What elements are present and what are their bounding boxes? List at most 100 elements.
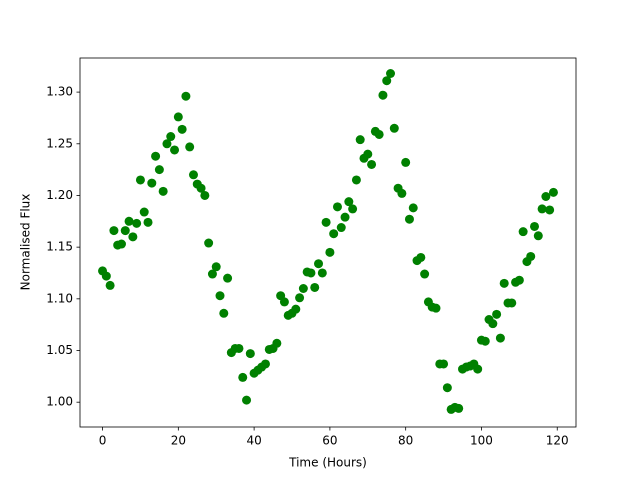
data-point bbox=[378, 90, 388, 100]
data-point bbox=[196, 183, 206, 193]
x-axis-label: Time (Hours) bbox=[288, 456, 367, 470]
data-point bbox=[518, 227, 528, 237]
data-point bbox=[101, 271, 111, 281]
data-point bbox=[408, 203, 418, 213]
data-point bbox=[185, 142, 195, 152]
data-point bbox=[386, 69, 396, 79]
data-point bbox=[533, 231, 543, 241]
data-point bbox=[154, 165, 164, 175]
y-tick-label: 1.30 bbox=[46, 85, 73, 99]
data-point bbox=[374, 129, 384, 139]
data-point bbox=[132, 218, 142, 228]
data-point bbox=[499, 278, 509, 288]
data-point bbox=[507, 298, 517, 308]
data-point bbox=[188, 170, 198, 180]
data-point bbox=[306, 268, 316, 278]
data-point bbox=[363, 149, 373, 159]
axes-frame bbox=[79, 57, 577, 428]
y-tick-label: 1.15 bbox=[46, 240, 73, 254]
y-tick-label: 1.05 bbox=[46, 343, 73, 357]
data-point bbox=[181, 91, 191, 101]
y-axis-label: Normalised Flux bbox=[19, 194, 33, 291]
data-point bbox=[382, 76, 392, 86]
data-point bbox=[272, 338, 282, 348]
x-tick-label: 0 bbox=[99, 434, 107, 448]
data-point bbox=[147, 178, 157, 188]
data-point bbox=[215, 291, 225, 301]
y-tick-label: 1.10 bbox=[46, 291, 73, 305]
data-point bbox=[454, 403, 464, 413]
data-point bbox=[431, 303, 441, 313]
data-point bbox=[260, 359, 270, 369]
data-point bbox=[166, 132, 176, 142]
data-point bbox=[238, 372, 248, 382]
x-tick-label: 40 bbox=[246, 434, 261, 448]
data-point bbox=[488, 319, 498, 329]
data-point bbox=[298, 283, 308, 293]
data-point bbox=[177, 124, 187, 134]
data-point bbox=[295, 293, 305, 303]
data-point bbox=[332, 202, 342, 212]
data-point bbox=[492, 309, 502, 319]
data-point bbox=[200, 190, 210, 200]
data-point bbox=[401, 157, 411, 167]
data-point bbox=[548, 187, 558, 197]
data-point bbox=[416, 252, 426, 262]
data-point bbox=[495, 333, 505, 343]
data-point bbox=[321, 217, 331, 227]
data-point bbox=[344, 197, 354, 207]
data-point bbox=[128, 232, 138, 242]
data-point bbox=[480, 336, 490, 346]
data-point bbox=[404, 214, 414, 224]
data-point bbox=[170, 145, 180, 155]
data-point bbox=[317, 268, 327, 278]
x-tick-label: 80 bbox=[398, 434, 413, 448]
data-point bbox=[340, 212, 350, 222]
data-point bbox=[234, 343, 244, 353]
data-point bbox=[158, 186, 168, 196]
data-point bbox=[336, 223, 346, 233]
y-tick-label: 1.00 bbox=[46, 395, 73, 409]
data-point bbox=[545, 205, 555, 215]
data-point bbox=[109, 226, 119, 236]
data-point bbox=[116, 239, 126, 249]
data-point bbox=[314, 259, 324, 269]
x-tick-label: 120 bbox=[546, 434, 569, 448]
x-tick-label: 100 bbox=[470, 434, 493, 448]
data-point bbox=[120, 226, 130, 236]
data-point bbox=[245, 349, 255, 359]
data-point bbox=[473, 364, 483, 374]
x-tick-label: 20 bbox=[171, 434, 186, 448]
data-point bbox=[124, 216, 134, 226]
data-point bbox=[541, 192, 551, 202]
data-point bbox=[173, 112, 183, 122]
data-point bbox=[329, 229, 339, 239]
data-point bbox=[389, 123, 399, 133]
data-point bbox=[279, 297, 289, 307]
x-tick-label: 60 bbox=[322, 434, 337, 448]
y-tick-label: 1.25 bbox=[46, 136, 73, 150]
data-point bbox=[420, 269, 430, 279]
data-point bbox=[397, 188, 407, 198]
data-point bbox=[143, 217, 153, 227]
data-point bbox=[151, 151, 161, 161]
data-point bbox=[442, 383, 452, 393]
data-point bbox=[310, 282, 320, 292]
data-point bbox=[204, 238, 214, 248]
data-point bbox=[348, 204, 358, 214]
data-point bbox=[105, 280, 115, 290]
data-point bbox=[139, 207, 149, 217]
data-point bbox=[291, 304, 301, 314]
data-point bbox=[526, 251, 536, 261]
data-point bbox=[207, 269, 217, 279]
data-point bbox=[537, 204, 547, 214]
data-point bbox=[325, 247, 335, 257]
data-point bbox=[530, 221, 540, 231]
data-point bbox=[223, 273, 233, 283]
data-point bbox=[135, 175, 145, 185]
data-point bbox=[211, 262, 221, 272]
data-point bbox=[162, 139, 172, 149]
data-point bbox=[242, 395, 252, 405]
